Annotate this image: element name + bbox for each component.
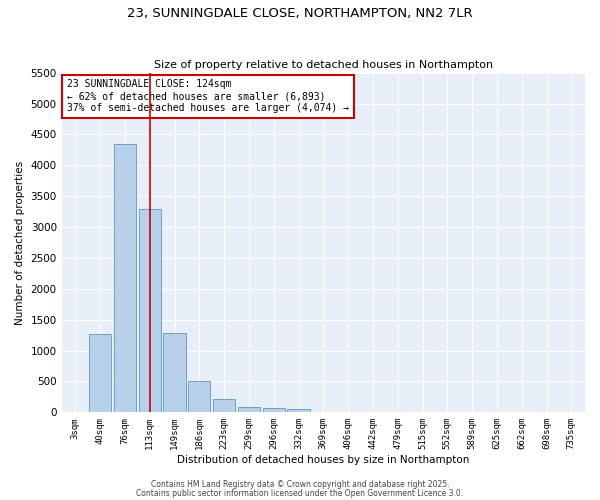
Text: Contains HM Land Registry data © Crown copyright and database right 2025.: Contains HM Land Registry data © Crown c… <box>151 480 449 489</box>
Bar <box>114 144 136 412</box>
Text: 23 SUNNINGDALE CLOSE: 124sqm
← 62% of detached houses are smaller (6,893)
37% of: 23 SUNNINGDALE CLOSE: 124sqm ← 62% of de… <box>67 80 349 112</box>
Bar <box>139 208 161 412</box>
Bar <box>287 408 310 412</box>
Bar <box>89 334 111 412</box>
Bar <box>263 408 285 412</box>
Bar <box>238 407 260 412</box>
Y-axis label: Number of detached properties: Number of detached properties <box>15 160 25 324</box>
Bar <box>213 400 235 412</box>
Text: 23, SUNNINGDALE CLOSE, NORTHAMPTON, NN2 7LR: 23, SUNNINGDALE CLOSE, NORTHAMPTON, NN2 … <box>127 8 473 20</box>
Text: Contains public sector information licensed under the Open Government Licence 3.: Contains public sector information licen… <box>136 488 464 498</box>
Bar <box>163 334 185 412</box>
Title: Size of property relative to detached houses in Northampton: Size of property relative to detached ho… <box>154 60 493 70</box>
Bar <box>188 382 211 412</box>
X-axis label: Distribution of detached houses by size in Northampton: Distribution of detached houses by size … <box>177 455 470 465</box>
